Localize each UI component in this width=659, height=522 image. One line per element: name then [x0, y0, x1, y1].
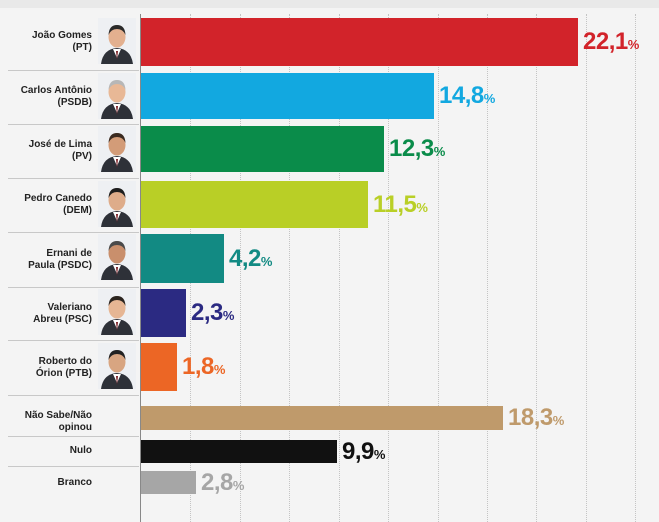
category-label: João Gomes (PT) [8, 30, 92, 54]
bar [141, 181, 368, 228]
row-separator [8, 232, 139, 233]
category-label-line: (PV) [72, 151, 92, 162]
category-label: José de Lima (PV) [8, 139, 92, 163]
category-label-line: Não Sabe/Não opinou [24, 410, 92, 433]
data-label-value: 18,3 [508, 404, 553, 431]
candidate-photo [98, 126, 136, 172]
data-label-value: 2,3 [191, 299, 223, 326]
candidate-photo [98, 343, 136, 389]
data-label-value: 2,8 [201, 469, 233, 496]
category-label-line: Roberto do [38, 356, 92, 367]
row-separator [8, 395, 139, 396]
category-label-line: Branco [57, 477, 92, 488]
category-label: Não Sabe/Não opinou [8, 410, 92, 434]
data-label-value: 14,8 [439, 82, 484, 109]
gridline [240, 14, 241, 522]
gridline [388, 14, 389, 522]
data-label-unit: % [222, 308, 235, 323]
category-label-line: Ernani de [46, 248, 92, 259]
bar [141, 18, 578, 66]
data-label-unit: % [552, 413, 565, 428]
bar [141, 406, 503, 430]
candidate-photo [98, 289, 136, 335]
category-label-line: (DEM) [63, 205, 92, 216]
data-label: 2,8% [201, 469, 244, 497]
category-label-line: (PSDB) [57, 97, 92, 108]
gridline [586, 14, 587, 522]
row-separator [8, 70, 139, 71]
category-label: Carlos Antônio (PSDB) [8, 85, 92, 109]
data-label: 1,8% [182, 353, 225, 381]
category-label: Branco [8, 477, 92, 489]
row-separator [8, 340, 139, 341]
candidate-photo [98, 181, 136, 227]
gridline [339, 14, 340, 522]
row-separator [8, 178, 139, 179]
row-separator [8, 436, 139, 437]
data-label-unit: % [260, 254, 273, 269]
data-label: 11,5% [373, 191, 428, 219]
category-label: Valeriano Abreu (PSC) [8, 302, 92, 326]
category-label-line: Valeriano [47, 302, 92, 313]
gridline [536, 14, 537, 522]
bar [141, 289, 186, 337]
bar [141, 234, 224, 283]
bar [141, 440, 337, 463]
bar [141, 73, 434, 119]
data-label: 22,1% [583, 28, 639, 56]
data-label-value: 4,2 [229, 245, 261, 272]
category-label: Roberto do Órion (PTB) [8, 356, 92, 380]
data-label-unit: % [433, 144, 446, 159]
data-label: 14,8% [439, 82, 495, 110]
data-label-unit: % [416, 200, 428, 215]
data-label: 9,9% [342, 438, 385, 466]
category-label-line: Pedro Canedo [24, 193, 92, 204]
row-separator [8, 466, 139, 467]
gridline [635, 14, 636, 522]
category-label-line: José de Lima [28, 139, 92, 150]
bar [141, 126, 384, 172]
data-label-unit: % [373, 447, 386, 462]
category-label-line: Paula (PSDC) [28, 260, 92, 271]
category-label-line: João Gomes [31, 30, 92, 41]
y-axis-line [140, 14, 141, 522]
data-label: 4,2% [229, 245, 272, 273]
data-label: 12,3% [389, 135, 445, 163]
candidate-photo [98, 18, 136, 64]
data-label: 18,3% [508, 404, 564, 432]
data-label-value: 12,3 [389, 135, 434, 162]
category-label: Nulo [8, 445, 92, 457]
data-label-value: 1,8 [182, 353, 214, 380]
category-label: Pedro Canedo (DEM) [8, 193, 92, 217]
data-label-unit: % [483, 91, 496, 106]
row-separator [8, 124, 139, 125]
data-label-value: 22,1 [583, 28, 628, 55]
bar [141, 343, 177, 391]
data-label-value: 9,9 [342, 438, 374, 465]
category-label-line: Órion (PTB) [35, 368, 92, 379]
category-label-line: Nulo [69, 445, 92, 456]
data-label-unit: % [213, 362, 226, 377]
data-label-unit: % [627, 37, 640, 52]
gridline [438, 14, 439, 522]
category-label-line: (PT) [72, 42, 92, 53]
gridline [289, 14, 290, 522]
bar [141, 471, 196, 494]
category-label-line: Abreu (PSC) [33, 314, 92, 325]
category-label: Ernani de Paula (PSDC) [8, 248, 92, 272]
data-label-unit: % [232, 478, 245, 493]
data-label-value: 11,5 [373, 191, 417, 218]
category-label-line: Carlos Antônio [20, 85, 92, 96]
row-separator [8, 287, 139, 288]
gridline [487, 14, 488, 522]
candidate-photo [98, 234, 136, 280]
candidate-photo [98, 73, 136, 119]
top-strip [0, 0, 659, 8]
data-label: 2,3% [191, 299, 234, 327]
